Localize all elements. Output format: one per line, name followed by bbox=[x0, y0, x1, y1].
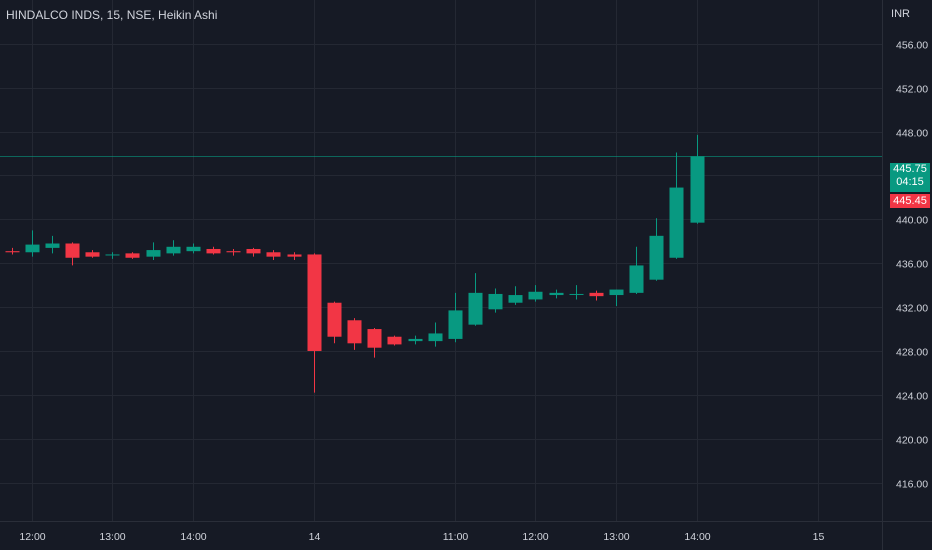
candle-body bbox=[45, 243, 60, 248]
candle bbox=[246, 247, 261, 257]
x-tick-label: 13:00 bbox=[603, 531, 629, 543]
candle-body bbox=[5, 251, 20, 253]
y-tick-label: 440.00 bbox=[896, 215, 928, 227]
candle bbox=[266, 250, 281, 260]
candle bbox=[166, 240, 181, 256]
candle-body bbox=[508, 295, 523, 303]
candle bbox=[549, 289, 564, 299]
y-tick-label: 448.00 bbox=[896, 128, 928, 140]
candle-body bbox=[528, 291, 543, 300]
y-tick-label: 456.00 bbox=[896, 40, 928, 52]
candle-body bbox=[125, 253, 140, 258]
candle bbox=[45, 235, 60, 254]
candle bbox=[125, 252, 140, 259]
candle-body bbox=[669, 187, 684, 258]
candle bbox=[5, 247, 20, 255]
candle bbox=[669, 152, 684, 259]
candle bbox=[468, 273, 483, 326]
x-tick-label: 13:00 bbox=[99, 531, 125, 543]
candle-body bbox=[589, 292, 604, 297]
candle-body bbox=[146, 250, 161, 257]
candle-body bbox=[226, 251, 241, 253]
y-tick-label: 436.00 bbox=[896, 259, 928, 271]
candle-body bbox=[468, 292, 483, 325]
candle-body bbox=[206, 248, 221, 254]
candle bbox=[589, 290, 604, 301]
candle bbox=[690, 134, 705, 224]
candle-body bbox=[166, 246, 181, 254]
candle bbox=[65, 242, 80, 266]
candle bbox=[609, 289, 624, 307]
y-tick-label: 416.00 bbox=[896, 479, 928, 491]
candle bbox=[25, 230, 40, 257]
candle bbox=[428, 322, 443, 347]
candle bbox=[186, 243, 201, 254]
y-tick-label: 432.00 bbox=[896, 303, 928, 315]
y-tick-label: 428.00 bbox=[896, 347, 928, 359]
candle-body bbox=[549, 292, 564, 296]
candle-body bbox=[629, 265, 644, 293]
candle bbox=[649, 218, 664, 281]
candle bbox=[287, 252, 302, 260]
candle bbox=[146, 242, 161, 260]
candle-body bbox=[690, 156, 705, 223]
last-price-value: 445.75 bbox=[893, 163, 927, 175]
candle-body bbox=[569, 293, 584, 295]
candle-body bbox=[609, 289, 624, 296]
x-tick-label: 14:00 bbox=[684, 531, 710, 543]
candle-body bbox=[448, 310, 463, 339]
candle-body bbox=[246, 248, 261, 254]
candle bbox=[508, 286, 523, 305]
candle bbox=[528, 285, 543, 302]
candle-body bbox=[85, 252, 100, 257]
candle bbox=[629, 246, 644, 294]
candle-body bbox=[287, 254, 302, 257]
candle-body bbox=[408, 338, 423, 342]
candle-body bbox=[327, 302, 342, 337]
symbol-title[interactable]: HINDALCO INDS, 15, NSE, Heikin Ashi bbox=[6, 8, 218, 22]
candle bbox=[307, 253, 322, 393]
candle-body bbox=[186, 246, 201, 252]
candle bbox=[347, 318, 362, 350]
candle-body bbox=[428, 333, 443, 342]
x-tick-label: 12:00 bbox=[522, 531, 548, 543]
candle-body bbox=[387, 336, 402, 345]
candle bbox=[226, 248, 241, 256]
candle-body bbox=[25, 244, 40, 253]
x-tick-label: 12:00 bbox=[19, 531, 45, 543]
currency-label: INR bbox=[891, 8, 910, 20]
candle-body bbox=[266, 252, 281, 257]
bar-countdown: 04:15 bbox=[896, 176, 924, 188]
candle-body bbox=[347, 320, 362, 344]
candle-body bbox=[488, 293, 503, 310]
candle bbox=[569, 285, 584, 300]
last-price-badge: 445.75 04:15 bbox=[890, 163, 930, 192]
candle bbox=[448, 292, 463, 343]
candle bbox=[367, 327, 382, 358]
candle-body bbox=[307, 254, 322, 351]
x-tick-label: 14 bbox=[309, 531, 321, 543]
candle-body bbox=[65, 243, 80, 258]
candle bbox=[408, 335, 423, 345]
x-tick-label: 11:00 bbox=[443, 531, 469, 543]
candle bbox=[488, 288, 503, 313]
candle bbox=[327, 301, 342, 344]
x-tick-label: 15 bbox=[813, 531, 825, 543]
y-tick-label: 420.00 bbox=[896, 435, 928, 447]
y-tick-label: 424.00 bbox=[896, 391, 928, 403]
bid-price-badge: 445.45 bbox=[890, 194, 930, 208]
candle-body bbox=[649, 235, 664, 280]
candle bbox=[387, 335, 402, 346]
x-tick-label: 14:00 bbox=[180, 531, 206, 543]
candle bbox=[105, 252, 120, 259]
candle bbox=[206, 246, 221, 255]
candle-body bbox=[105, 254, 120, 256]
y-tick-label: 452.00 bbox=[896, 84, 928, 96]
candle bbox=[85, 250, 100, 258]
candle-body bbox=[367, 329, 382, 348]
